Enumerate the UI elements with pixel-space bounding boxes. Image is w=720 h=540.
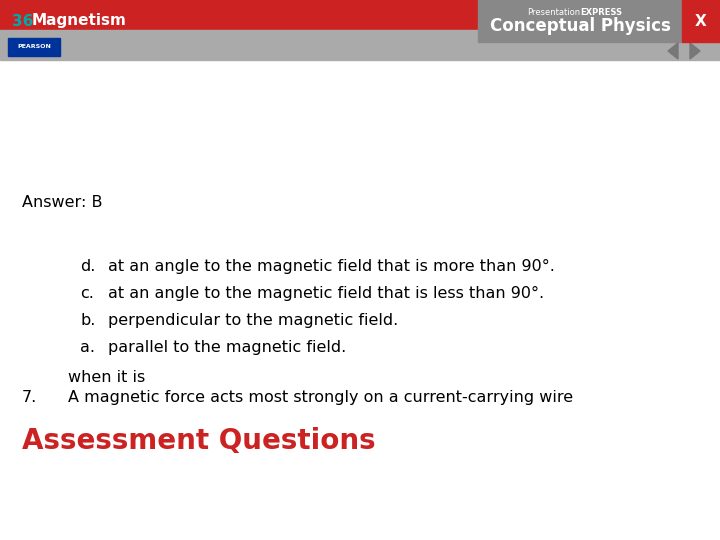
Text: EXPRESS: EXPRESS bbox=[580, 8, 622, 17]
Text: X: X bbox=[695, 14, 707, 29]
Text: b.: b. bbox=[80, 313, 95, 328]
Bar bbox=[478, 0, 682, 42]
Text: PEARSON: PEARSON bbox=[17, 44, 51, 50]
Text: 7.: 7. bbox=[22, 390, 37, 405]
Bar bbox=[0, 42, 720, 47]
Text: Assessment Questions: Assessment Questions bbox=[22, 427, 376, 455]
Text: Conceptual Physics: Conceptual Physics bbox=[490, 17, 670, 35]
Text: d.: d. bbox=[80, 259, 95, 274]
Text: c.: c. bbox=[80, 286, 94, 301]
Text: at an angle to the magnetic field that is more than 90°.: at an angle to the magnetic field that i… bbox=[108, 259, 555, 274]
Bar bbox=[0, 0, 720, 42]
Text: a.: a. bbox=[80, 340, 95, 355]
Polygon shape bbox=[690, 43, 700, 59]
Text: parallel to the magnetic field.: parallel to the magnetic field. bbox=[108, 340, 346, 355]
Bar bbox=[8, 38, 60, 56]
Text: perpendicular to the magnetic field.: perpendicular to the magnetic field. bbox=[108, 313, 398, 328]
Bar bbox=[0, 30, 720, 60]
Text: Presentation: Presentation bbox=[527, 8, 580, 17]
Bar bbox=[8, 30, 712, 47]
Text: Answer: B: Answer: B bbox=[22, 195, 102, 210]
Bar bbox=[682, 0, 720, 42]
Text: Magnetism: Magnetism bbox=[32, 14, 127, 29]
Polygon shape bbox=[668, 43, 678, 59]
Text: 36: 36 bbox=[12, 14, 33, 29]
Text: when it is: when it is bbox=[68, 370, 145, 385]
Text: A magnetic force acts most strongly on a current-carrying wire: A magnetic force acts most strongly on a… bbox=[68, 390, 573, 405]
Text: at an angle to the magnetic field that is less than 90°.: at an angle to the magnetic field that i… bbox=[108, 286, 544, 301]
